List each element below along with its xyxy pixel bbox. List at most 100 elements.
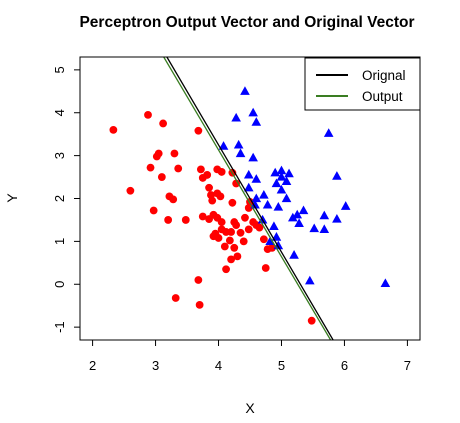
data-point-circle xyxy=(205,183,213,192)
y-tick-label: 2 xyxy=(52,195,67,202)
data-point-circle xyxy=(209,232,218,241)
data-point-triangle xyxy=(332,171,342,180)
data-point-circle xyxy=(261,264,270,272)
data-point-triangle xyxy=(269,221,279,230)
x-tick-label: 6 xyxy=(341,358,348,373)
y-tick-label: 3 xyxy=(52,152,67,159)
data-point-circle xyxy=(225,236,234,245)
data-point-triangle xyxy=(289,250,299,259)
data-point-triangle xyxy=(294,218,304,227)
data-point-circle xyxy=(171,294,180,302)
data-point-circle xyxy=(259,235,268,244)
data-point-triangle xyxy=(292,209,303,219)
data-point-triangle xyxy=(284,168,294,178)
data-point-triangle xyxy=(251,117,262,126)
data-point-triangle xyxy=(248,107,258,117)
data-point-triangle xyxy=(281,176,292,185)
data-point-circle xyxy=(244,204,253,212)
points-layer xyxy=(109,86,391,325)
data-point-circle xyxy=(217,218,226,226)
y-axis: -1 0 1 2 3 4 5 xyxy=(52,66,80,333)
data-point-circle xyxy=(232,179,241,188)
data-point-triangle xyxy=(298,205,309,215)
x-tick-label: 4 xyxy=(215,358,222,373)
data-point-circle xyxy=(170,149,179,158)
data-point-triangle xyxy=(380,278,391,287)
data-point-triangle xyxy=(281,193,292,203)
data-point-triangle xyxy=(218,141,229,150)
legend: Orignal Output xyxy=(304,57,421,111)
x-axis-label: X xyxy=(245,400,255,416)
data-point-circle xyxy=(217,168,226,176)
data-point-triangle xyxy=(323,128,334,137)
data-point-circle xyxy=(164,216,173,224)
data-point-triangle xyxy=(243,182,254,192)
data-point-circle xyxy=(307,316,316,325)
data-point-triangle xyxy=(251,174,262,183)
data-point-triangle xyxy=(309,223,320,233)
data-point-circle xyxy=(255,223,264,232)
data-point-triangle xyxy=(259,190,269,199)
y-tick-label: 1 xyxy=(52,238,67,245)
data-point-circle xyxy=(198,174,207,182)
data-point-circle xyxy=(126,186,135,195)
data-point-circle xyxy=(149,206,158,215)
data-point-triangle xyxy=(231,112,241,122)
data-point-circle xyxy=(244,225,253,234)
data-point-circle xyxy=(109,125,118,134)
data-point-triangle xyxy=(305,275,315,285)
data-point-circle xyxy=(241,213,249,222)
x-tick-label: 3 xyxy=(152,358,159,373)
data-point-triangle xyxy=(243,169,254,179)
data-point-circle xyxy=(196,165,205,174)
data-point-circle xyxy=(268,243,276,252)
data-point-circle xyxy=(146,163,155,172)
data-point-circle xyxy=(194,126,203,135)
data-point-triangle xyxy=(251,193,262,203)
series-line-output xyxy=(163,57,332,340)
data-point-circle xyxy=(230,243,239,252)
data-point-circle xyxy=(157,173,166,181)
y-tick-label: -1 xyxy=(52,321,67,333)
data-point-triangle xyxy=(288,212,298,222)
data-point-triangle xyxy=(248,152,258,162)
data-point-triangle xyxy=(319,210,330,220)
data-point-circle xyxy=(144,110,152,119)
data-point-triangle xyxy=(319,224,330,233)
data-point-triangle xyxy=(340,201,351,210)
x-tick-label: 5 xyxy=(278,358,285,373)
y-tick-label: 0 xyxy=(52,281,67,288)
legend-label-output: Output xyxy=(362,89,403,104)
series-line-orignal xyxy=(166,57,334,340)
data-point-triangle xyxy=(271,178,282,188)
data-point-circle xyxy=(239,237,248,246)
chart-title: Perceptron Output Vector and Original Ve… xyxy=(79,14,414,31)
data-point-circle xyxy=(154,149,163,158)
y-tick-label: 4 xyxy=(52,109,67,116)
data-point-triangle xyxy=(235,148,246,158)
data-point-circle xyxy=(228,198,237,207)
lines-layer xyxy=(163,57,334,340)
data-point-circle xyxy=(236,228,245,237)
data-point-triangle xyxy=(233,139,244,149)
data-point-circle xyxy=(233,252,242,261)
data-point-circle xyxy=(159,119,168,128)
data-point-circle xyxy=(195,300,204,309)
x-tick-label: 7 xyxy=(404,358,411,373)
data-point-circle xyxy=(208,196,217,205)
data-point-circle xyxy=(222,265,230,274)
legend-box xyxy=(304,57,421,111)
data-point-circle xyxy=(174,164,183,173)
data-point-circle xyxy=(230,218,239,226)
legend-label-orignal: Orignal xyxy=(362,68,406,83)
data-point-circle xyxy=(220,242,229,251)
data-point-triangle xyxy=(273,202,284,211)
data-point-triangle xyxy=(276,184,287,194)
data-point-triangle xyxy=(332,214,342,223)
y-tick-label: 5 xyxy=(52,66,67,73)
data-point-triangle xyxy=(276,165,287,175)
x-axis: 2 3 4 5 6 7 xyxy=(89,340,411,373)
data-point-triangle xyxy=(271,232,282,241)
data-point-triangle xyxy=(250,199,260,209)
